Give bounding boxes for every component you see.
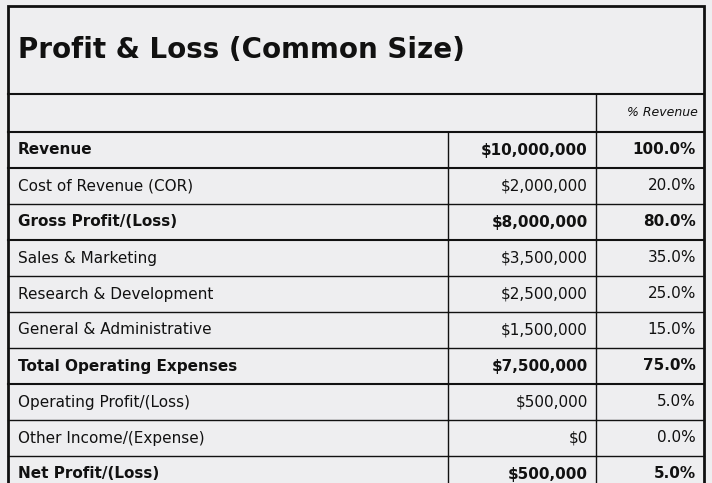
Text: Research & Development: Research & Development bbox=[18, 286, 214, 301]
Text: Sales & Marketing: Sales & Marketing bbox=[18, 251, 157, 266]
Text: Profit & Loss (Common Size): Profit & Loss (Common Size) bbox=[18, 36, 465, 64]
Text: $500,000: $500,000 bbox=[508, 467, 588, 482]
Text: $8,000,000: $8,000,000 bbox=[492, 214, 588, 229]
Text: Total Operating Expenses: Total Operating Expenses bbox=[18, 358, 237, 373]
Text: $500,000: $500,000 bbox=[515, 395, 588, 410]
Text: General & Administrative: General & Administrative bbox=[18, 323, 211, 338]
Text: Cost of Revenue (COR): Cost of Revenue (COR) bbox=[18, 179, 193, 194]
Text: Gross Profit/(Loss): Gross Profit/(Loss) bbox=[18, 214, 177, 229]
Text: 75.0%: 75.0% bbox=[643, 358, 696, 373]
Text: Net Profit/(Loss): Net Profit/(Loss) bbox=[18, 467, 159, 482]
Text: $2,500,000: $2,500,000 bbox=[501, 286, 588, 301]
Text: $2,000,000: $2,000,000 bbox=[501, 179, 588, 194]
Text: $7,500,000: $7,500,000 bbox=[492, 358, 588, 373]
Text: $10,000,000: $10,000,000 bbox=[481, 142, 588, 157]
Text: 80.0%: 80.0% bbox=[643, 214, 696, 229]
Text: $0: $0 bbox=[569, 430, 588, 445]
Text: $1,500,000: $1,500,000 bbox=[501, 323, 588, 338]
Text: 20.0%: 20.0% bbox=[648, 179, 696, 194]
Text: 15.0%: 15.0% bbox=[648, 323, 696, 338]
Text: 0.0%: 0.0% bbox=[657, 430, 696, 445]
Text: Operating Profit/(Loss): Operating Profit/(Loss) bbox=[18, 395, 190, 410]
Text: Revenue: Revenue bbox=[18, 142, 93, 157]
Text: 5.0%: 5.0% bbox=[657, 395, 696, 410]
Text: 25.0%: 25.0% bbox=[648, 286, 696, 301]
Text: 5.0%: 5.0% bbox=[654, 467, 696, 482]
Text: Other Income/(Expense): Other Income/(Expense) bbox=[18, 430, 204, 445]
Text: % Revenue: % Revenue bbox=[627, 106, 698, 119]
Text: $3,500,000: $3,500,000 bbox=[501, 251, 588, 266]
Text: 35.0%: 35.0% bbox=[647, 251, 696, 266]
Text: 100.0%: 100.0% bbox=[633, 142, 696, 157]
